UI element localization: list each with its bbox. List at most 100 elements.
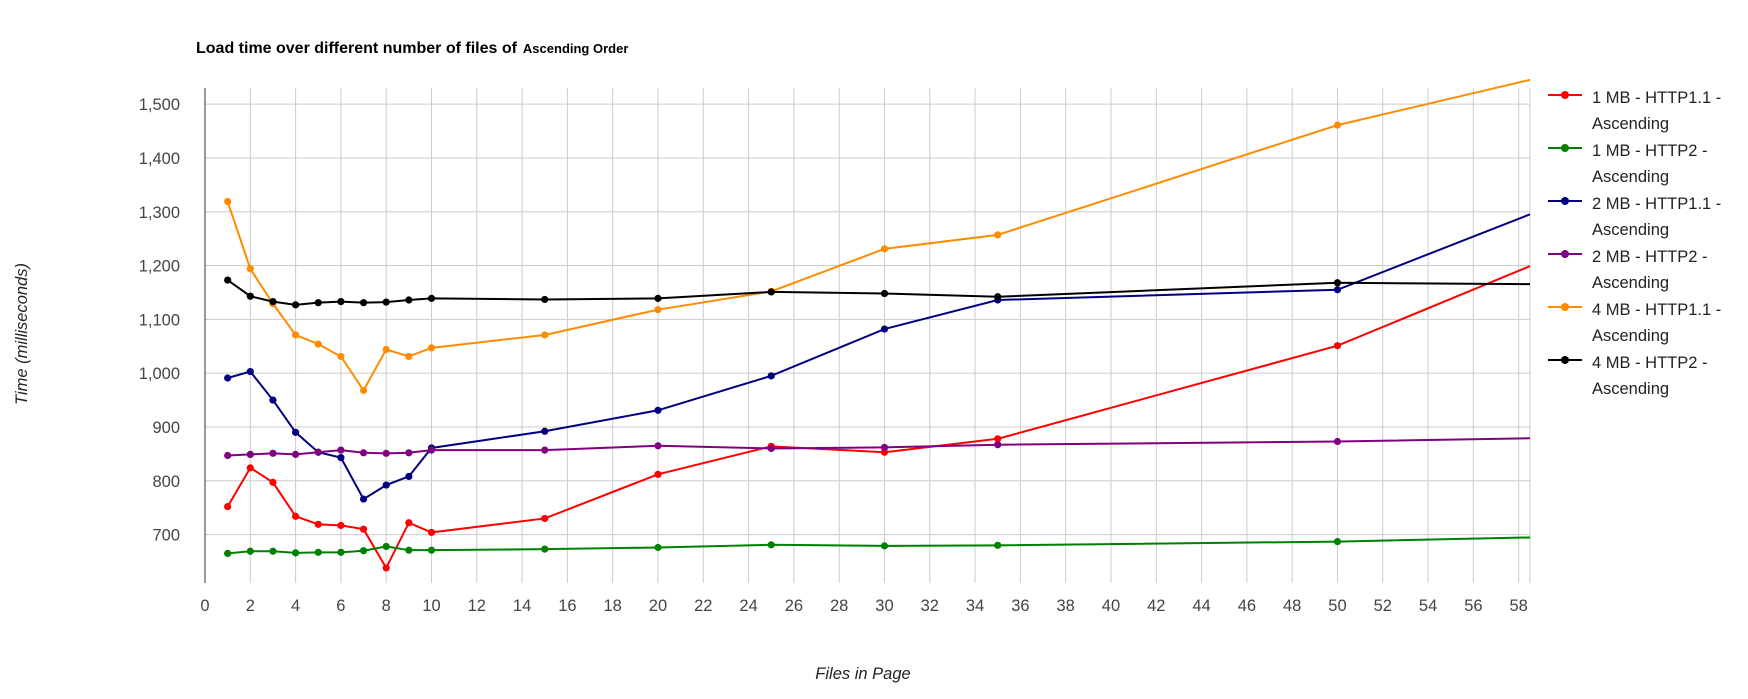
data-point[interactable]: [291, 301, 300, 309]
data-point[interactable]: [1333, 121, 1342, 129]
data-point[interactable]: [246, 464, 254, 472]
data-point[interactable]: [427, 294, 436, 302]
data-point[interactable]: [994, 293, 1002, 301]
data-point[interactable]: [314, 520, 322, 528]
data-point[interactable]: [269, 449, 277, 457]
data-point[interactable]: [1333, 279, 1342, 287]
data-point[interactable]: [427, 528, 436, 537]
data-point[interactable]: [1333, 286, 1342, 294]
data-point[interactable]: [291, 331, 300, 339]
data-point[interactable]: [654, 543, 662, 552]
data-point[interactable]: [427, 344, 436, 352]
x-tick-label: 14: [513, 597, 531, 615]
data-point[interactable]: [382, 481, 390, 489]
legend-item[interactable]: 2 MB - HTTP1.1 - Ascending: [1548, 190, 1748, 243]
data-point[interactable]: [405, 472, 413, 481]
data-point[interactable]: [541, 514, 549, 523]
legend-item[interactable]: 4 MB - HTTP2 - Ascending: [1548, 349, 1748, 402]
data-point[interactable]: [337, 454, 345, 462]
data-point[interactable]: [994, 435, 1002, 443]
data-point[interactable]: [224, 276, 232, 284]
legend-item[interactable]: 1 MB - HTTP2 - Ascending: [1548, 137, 1748, 190]
data-point[interactable]: [314, 299, 322, 307]
data-point[interactable]: [337, 548, 345, 556]
data-point[interactable]: [1333, 342, 1342, 350]
legend-item[interactable]: 4 MB - HTTP1.1 - Ascending: [1548, 296, 1748, 349]
data-point[interactable]: [224, 197, 232, 206]
data-point[interactable]: [314, 548, 322, 556]
data-point[interactable]: [541, 446, 549, 454]
data-point[interactable]: [224, 451, 232, 460]
data-point[interactable]: [654, 442, 662, 450]
data-point[interactable]: [654, 406, 662, 414]
data-point[interactable]: [382, 449, 390, 457]
data-point[interactable]: [541, 331, 549, 339]
data-point[interactable]: [880, 443, 889, 452]
data-point[interactable]: [654, 294, 662, 302]
data-point[interactable]: [405, 449, 413, 457]
data-point[interactable]: [337, 298, 345, 306]
data-point[interactable]: [291, 428, 300, 436]
data-point[interactable]: [994, 441, 1002, 449]
data-point[interactable]: [269, 478, 277, 486]
data-point[interactable]: [337, 352, 345, 361]
data-point[interactable]: [314, 340, 322, 348]
data-point[interactable]: [359, 525, 368, 533]
data-point[interactable]: [880, 289, 889, 298]
x-tick-label: 56: [1464, 597, 1482, 615]
legend-label: 1 MB - HTTP1.1 - Ascending: [1592, 89, 1722, 133]
data-point[interactable]: [382, 345, 390, 354]
data-point[interactable]: [541, 545, 549, 553]
data-point[interactable]: [246, 292, 254, 300]
data-point[interactable]: [880, 325, 889, 333]
data-point[interactable]: [224, 502, 232, 511]
data-point[interactable]: [767, 288, 775, 296]
axis-layer: 0 2 4 6 8 10 12 14 16 18 20 22 24 26 28 30 32 34 36 38 40 42 4…: [139, 88, 1528, 615]
data-point[interactable]: [359, 299, 368, 307]
data-point[interactable]: [654, 306, 662, 314]
data-point[interactable]: [314, 448, 322, 456]
data-point[interactable]: [382, 564, 390, 572]
legend-item[interactable]: 1 MB - HTTP1.1 - Ascending: [1548, 84, 1748, 137]
data-point[interactable]: [880, 245, 889, 253]
data-point[interactable]: [359, 547, 368, 555]
data-point[interactable]: [654, 470, 662, 478]
data-point[interactable]: [337, 521, 345, 530]
data-point[interactable]: [291, 512, 300, 520]
legend-marker: [1561, 303, 1569, 311]
data-point[interactable]: [994, 541, 1002, 549]
data-point[interactable]: [427, 446, 436, 454]
data-point[interactable]: [880, 542, 889, 550]
data-point[interactable]: [382, 298, 390, 306]
data-point[interactable]: [1333, 437, 1342, 446]
data-point[interactable]: [767, 372, 775, 380]
data-point[interactable]: [291, 549, 300, 557]
data-point[interactable]: [541, 295, 549, 304]
data-point[interactable]: [269, 547, 277, 555]
data-point[interactable]: [405, 296, 413, 304]
data-point[interactable]: [541, 427, 549, 435]
data-point[interactable]: [382, 542, 390, 551]
data-point[interactable]: [224, 374, 232, 382]
data-point[interactable]: [767, 444, 775, 453]
data-point[interactable]: [405, 546, 413, 554]
data-point[interactable]: [767, 541, 775, 549]
data-point[interactable]: [405, 519, 413, 527]
data-point[interactable]: [359, 495, 368, 503]
data-point[interactable]: [994, 231, 1002, 239]
data-point[interactable]: [224, 549, 232, 558]
data-point[interactable]: [359, 449, 368, 457]
data-point[interactable]: [427, 546, 436, 554]
data-point[interactable]: [269, 396, 277, 404]
data-point[interactable]: [337, 446, 345, 454]
data-point[interactable]: [269, 298, 277, 306]
data-point[interactable]: [246, 367, 254, 376]
data-point[interactable]: [1333, 537, 1342, 546]
data-point[interactable]: [359, 386, 368, 394]
data-point[interactable]: [246, 450, 254, 459]
data-point[interactable]: [246, 547, 254, 555]
data-point[interactable]: [405, 352, 413, 361]
legend-item[interactable]: 2 MB - HTTP2 - Ascending: [1548, 243, 1748, 296]
data-point[interactable]: [246, 265, 254, 273]
data-point[interactable]: [291, 450, 300, 459]
